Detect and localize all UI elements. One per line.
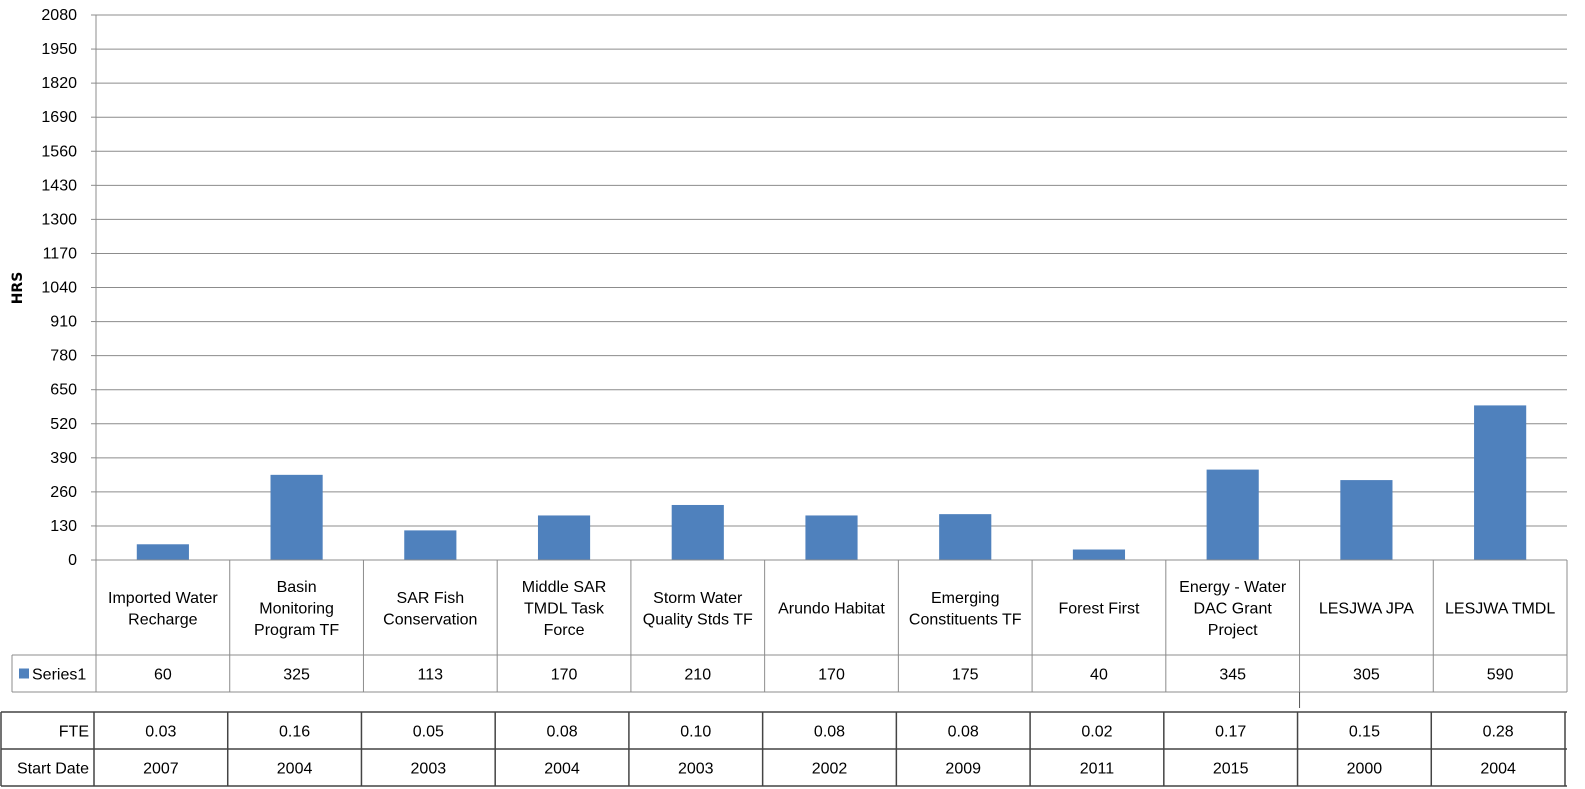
bar bbox=[805, 515, 858, 560]
category-label: Recharge bbox=[128, 611, 197, 628]
data-label: 325 bbox=[283, 667, 310, 684]
category-label: Constituents TF bbox=[909, 611, 1022, 628]
gridlines bbox=[96, 14, 1567, 561]
extra-table: FTE 0.03 0.16 0.05 0.08 0.10 0.08 0.08 0.02 0.17 0… bbox=[0, 692, 1567, 787]
extra-cell: 0.17 bbox=[1215, 724, 1246, 741]
data-label: 590 bbox=[1487, 667, 1514, 684]
bar bbox=[1474, 405, 1527, 560]
bar bbox=[537, 515, 591, 560]
extra-cell: 0.10 bbox=[680, 724, 711, 741]
extra-cell: 0.15 bbox=[1349, 724, 1380, 741]
extra-cell: 0.08 bbox=[814, 724, 845, 741]
extra-cell: 2002 bbox=[812, 761, 848, 778]
y-tick-label: 910 bbox=[50, 314, 77, 331]
data-label: 170 bbox=[551, 667, 578, 684]
bar bbox=[1072, 549, 1126, 560]
bar bbox=[404, 530, 457, 560]
extra-cell: 0.28 bbox=[1483, 724, 1514, 741]
extra-cell: 0.02 bbox=[1081, 724, 1112, 741]
category-label: Force bbox=[544, 622, 585, 639]
extra-cell: 2004 bbox=[1480, 761, 1516, 778]
extra-row-label: FTE bbox=[59, 724, 89, 741]
category-label: Project bbox=[1208, 622, 1258, 639]
category-label: Forest First bbox=[1059, 601, 1140, 618]
bar bbox=[671, 504, 724, 560]
data-label: 305 bbox=[1353, 667, 1380, 684]
extra-cell: 0.16 bbox=[279, 724, 310, 741]
extra-cell: 0.08 bbox=[948, 724, 979, 741]
y-tick-label: 1690 bbox=[41, 109, 77, 126]
data-label: 345 bbox=[1219, 667, 1246, 684]
y-tick-label: 130 bbox=[50, 518, 77, 535]
data-label: 113 bbox=[418, 667, 444, 684]
category-label: Program TF bbox=[254, 622, 339, 639]
legend-series-name: Series1 bbox=[32, 667, 86, 684]
bar bbox=[270, 474, 323, 560]
category-label: Quality Stds TF bbox=[643, 611, 753, 628]
legend-swatch bbox=[19, 668, 29, 679]
extra-row-label: Start Date bbox=[17, 761, 89, 778]
category-label: Imported Water bbox=[108, 590, 218, 607]
category-label: TMDL Task bbox=[524, 601, 605, 618]
y-tick-label: 1300 bbox=[41, 211, 77, 228]
category-label: SAR Fish bbox=[397, 590, 465, 607]
bar bbox=[1206, 469, 1259, 560]
category-label: Conservation bbox=[383, 611, 477, 628]
category-label: LESJWA TMDL bbox=[1445, 601, 1555, 618]
extra-cell: 2004 bbox=[544, 761, 580, 778]
y-tick-label: 390 bbox=[50, 450, 77, 467]
data-label: 40 bbox=[1090, 667, 1108, 684]
bar bbox=[1340, 480, 1393, 560]
y-tick-label: 1560 bbox=[41, 143, 77, 160]
data-label: 210 bbox=[684, 667, 711, 684]
bar bbox=[939, 514, 992, 560]
y-tick-label: 1430 bbox=[41, 177, 77, 194]
extra-cell: 2007 bbox=[143, 761, 179, 778]
extra-cell: 2015 bbox=[1213, 761, 1249, 778]
category-label: Emerging bbox=[931, 590, 999, 607]
extra-cell: 0.08 bbox=[546, 724, 577, 741]
data-label: 60 bbox=[154, 667, 172, 684]
extra-cell: 2003 bbox=[678, 761, 714, 778]
extra-cell: 2011 bbox=[1080, 761, 1115, 778]
y-tick-label: 1820 bbox=[41, 75, 77, 92]
y-tick-label: 2080 bbox=[41, 7, 77, 24]
y-tick-label: 520 bbox=[50, 416, 77, 433]
extra-cell: 2003 bbox=[411, 761, 447, 778]
extra-cell: 2009 bbox=[945, 761, 981, 778]
extra-cell: 2004 bbox=[277, 761, 313, 778]
y-tick-label: 1950 bbox=[41, 41, 77, 58]
category-label: LESJWA JPA bbox=[1319, 601, 1414, 618]
y-tick-label: 0 bbox=[68, 552, 77, 569]
data-label: 170 bbox=[818, 667, 845, 684]
extra-cell: 2000 bbox=[1347, 761, 1383, 778]
y-tick-label: 650 bbox=[50, 382, 77, 399]
category-label: Arundo Habitat bbox=[778, 601, 885, 618]
category-label: Middle SAR bbox=[522, 579, 606, 596]
category-label: Monitoring bbox=[259, 601, 334, 618]
category-label: Storm Water bbox=[653, 590, 743, 607]
category-label: Basin bbox=[277, 579, 317, 596]
extra-cell: 0.03 bbox=[145, 724, 176, 741]
y-tick-label: 780 bbox=[50, 348, 77, 365]
data-table: Imported Water Recharge Basin Monitoring Pro… bbox=[11, 559, 1568, 693]
bars bbox=[136, 405, 1527, 560]
y-tick-label: 260 bbox=[50, 484, 77, 501]
extra-cell: 0.05 bbox=[413, 724, 444, 741]
category-label: Energy - Water bbox=[1179, 579, 1287, 596]
category-label: DAC Grant bbox=[1194, 601, 1273, 618]
y-tick-label: 1170 bbox=[43, 245, 78, 262]
bar bbox=[136, 544, 189, 560]
y-axis: 0 130 260 390 520 650 780 910 1040 1170 1300 1430 15… bbox=[41, 7, 97, 569]
y-tick-label: 1040 bbox=[41, 280, 77, 297]
y-axis-label: HRS bbox=[10, 272, 26, 305]
data-label: 175 bbox=[952, 667, 979, 684]
